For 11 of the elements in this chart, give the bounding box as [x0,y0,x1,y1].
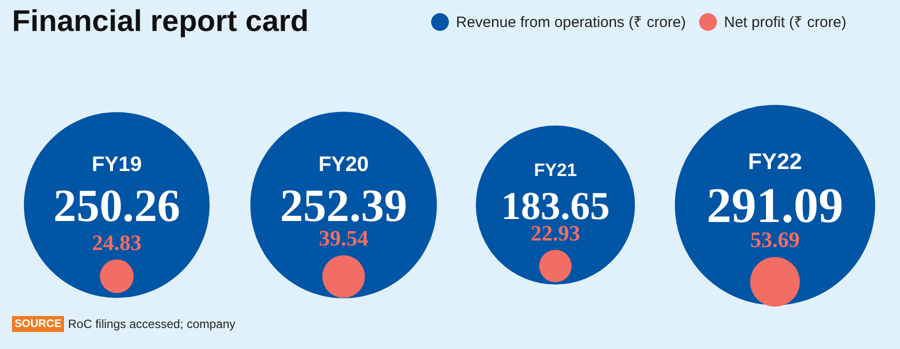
category-label: FY19 [92,153,142,176]
legend-label: Net profit (₹ crore) [724,14,846,31]
data-label: 24.83 [92,230,142,256]
category-label: FY21 [534,160,577,180]
data-label: 250.26 [53,180,180,231]
text: Financial report card [12,5,309,38]
category-label: FY20 [318,153,369,176]
category-label: FY22 [748,149,802,174]
legend-label: Revenue from operations (₹ crore) [456,14,686,31]
source-note: SOURCE RoC filings accessed; company [14,317,236,331]
data-label: 22.93 [530,220,580,246]
